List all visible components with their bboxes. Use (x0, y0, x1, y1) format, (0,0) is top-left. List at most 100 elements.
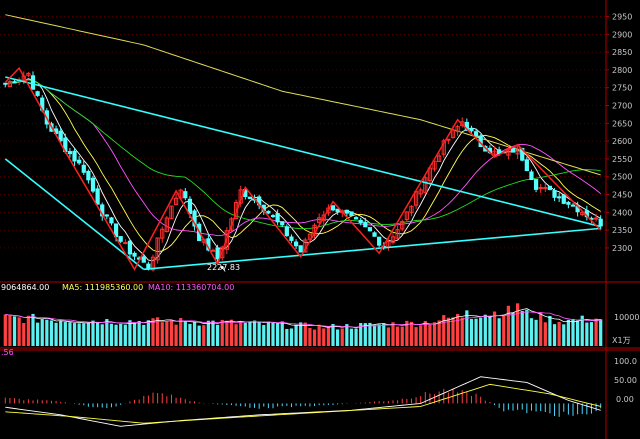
volume-bar (419, 325, 423, 346)
volume-bar (312, 329, 317, 346)
volume-bar (566, 319, 570, 346)
candle-body (132, 252, 137, 257)
volume-bar (36, 322, 40, 346)
volume-bar (132, 322, 137, 346)
candle-body (72, 150, 77, 162)
volume-bar (474, 318, 478, 346)
volume-bar (428, 324, 432, 346)
candle-body (404, 211, 409, 220)
volume-bar (497, 318, 501, 346)
candle-body (293, 241, 299, 247)
macd-histogram (4, 376, 602, 427)
candle-body (418, 189, 423, 195)
volume-bar (276, 323, 280, 346)
candle-body (330, 205, 336, 211)
volume-bar (192, 321, 197, 346)
volume-bar (469, 319, 474, 346)
price-tick-label: 2400 (612, 208, 632, 217)
volume-bar (294, 324, 298, 346)
candle-body (67, 151, 73, 155)
candle-body (224, 230, 229, 250)
volume-bar (372, 325, 377, 346)
price-tick-label: 2650 (612, 119, 632, 128)
volume-bar (142, 324, 146, 346)
candle-body (358, 219, 363, 224)
candle-body (77, 159, 82, 164)
candle-body (26, 72, 31, 76)
volume-bar (465, 310, 469, 346)
candle-body (266, 210, 271, 214)
volume-bar (3, 314, 7, 346)
candle-body (12, 81, 17, 84)
volume-bar (31, 313, 35, 346)
volume-bar (123, 324, 127, 346)
moving-average-lines (5, 14, 601, 262)
candle-body (270, 215, 276, 218)
candle-body (95, 188, 100, 205)
volume-bar (257, 322, 261, 346)
candle-body (450, 129, 456, 139)
price-tick-label: 2750 (612, 84, 632, 93)
volume-bar (289, 328, 294, 346)
volume-bar (234, 324, 238, 346)
candle-body (446, 138, 451, 141)
candle-body (183, 191, 188, 199)
candle-body (335, 208, 340, 213)
candle-body (363, 222, 368, 228)
candle-body (289, 236, 294, 241)
ma60-line (5, 79, 601, 230)
volume-bar (211, 320, 215, 346)
candle-body (547, 185, 553, 191)
volume-bar (571, 318, 575, 346)
volume-bar (82, 323, 86, 346)
trendline (5, 76, 601, 228)
volume-bar (156, 317, 160, 346)
macd-dea-line (5, 383, 601, 424)
price-tick-label: 2450 (612, 191, 632, 200)
candle-body (220, 246, 225, 259)
volume-bar (409, 321, 414, 346)
volume-bar (197, 325, 201, 346)
macd-axis-tick-mid: 50.00 (614, 376, 637, 385)
volume-bar (308, 327, 312, 346)
price-tick-label: 2600 (612, 137, 632, 146)
volume-bar (72, 323, 77, 346)
candle-body (81, 164, 86, 173)
volume-bar (40, 319, 44, 346)
volume-bar (188, 323, 192, 346)
volume-bar (354, 328, 358, 346)
zigzag-line (4, 66, 602, 271)
volume-bar (105, 319, 109, 346)
candle-body (372, 232, 377, 237)
candle-body (469, 128, 474, 132)
candle-body (353, 217, 359, 220)
volume-bar (331, 324, 335, 346)
candle-body (510, 147, 516, 153)
candle-body (298, 245, 303, 253)
volume-bar (220, 319, 224, 346)
candle-body (524, 159, 529, 172)
volume-bar (446, 317, 450, 346)
volume-bar (271, 322, 275, 346)
macd-axis-tick-top: 100.0 (614, 357, 637, 366)
volume-bar (109, 323, 114, 346)
price-tick-label: 2700 (612, 101, 632, 110)
volume-bar (248, 321, 252, 346)
volume-bar (128, 320, 132, 346)
candle-body (395, 229, 400, 239)
candle-body (441, 140, 446, 155)
volume-bar (382, 323, 386, 346)
candle-body (492, 150, 497, 155)
volume-bar (266, 321, 270, 346)
volume-bar (100, 324, 104, 346)
candle-body (169, 205, 174, 220)
volume-bar (336, 329, 340, 346)
candle-body (432, 160, 437, 170)
volume-unit-label: X1万 (612, 336, 631, 345)
volume-bar (529, 318, 534, 346)
volume-bar (589, 322, 594, 346)
price-tick-label: 2550 (612, 155, 632, 164)
volume-bar (280, 321, 284, 346)
